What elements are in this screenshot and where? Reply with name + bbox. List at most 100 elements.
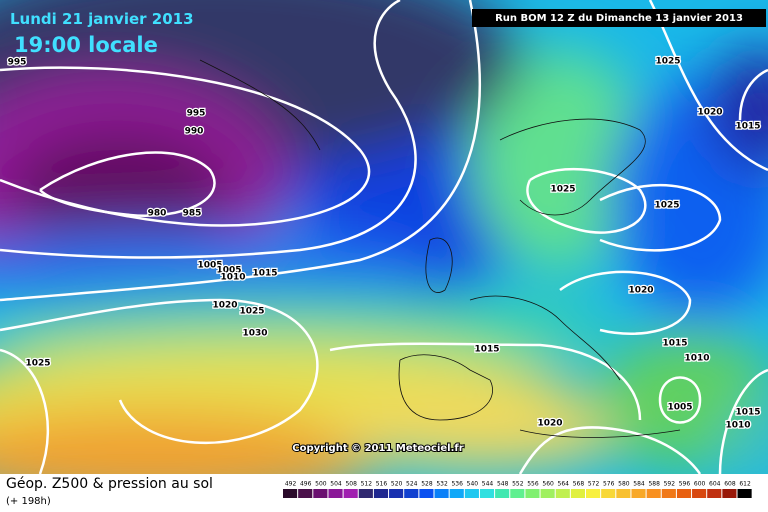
- scale-swatch: [404, 489, 419, 498]
- scale-label: 496: [300, 481, 312, 488]
- scale-swatch: [283, 489, 298, 498]
- scale-label: 564: [558, 481, 570, 488]
- scale-label: 548: [497, 481, 509, 488]
- scale-label: 492: [285, 481, 297, 488]
- scale-label: 576: [603, 481, 615, 488]
- scale-label: 580: [618, 481, 630, 488]
- scale-label: 604: [709, 481, 721, 488]
- isobar-label: 1005: [197, 261, 222, 271]
- isobar-label: 1015: [662, 339, 687, 349]
- scale-swatch: [540, 489, 555, 498]
- scale-label: 596: [679, 481, 691, 488]
- run-info: Run BOM 12 Z du Dimanche 13 janvier 2013: [495, 13, 743, 24]
- scale-label: 588: [648, 481, 660, 488]
- isobar-label: 1005: [667, 403, 692, 413]
- isobar-label: 1015: [252, 269, 277, 279]
- scale-swatch: [570, 489, 585, 498]
- scale-swatch: [586, 489, 601, 498]
- scale-label: 572: [588, 481, 600, 488]
- scale-swatch: [495, 489, 510, 498]
- scale-swatch: [449, 489, 464, 498]
- scale-swatch: [328, 489, 343, 498]
- isobar-label: 1010: [725, 421, 750, 431]
- scale-swatch: [298, 489, 313, 498]
- isobar-label: 1025: [550, 185, 575, 195]
- scale-label: 528: [421, 481, 433, 488]
- isobar-label: 1010: [220, 273, 245, 283]
- isobar-label: 985: [183, 209, 202, 219]
- isobar-label: 1005: [216, 266, 241, 276]
- scale-label: 500: [315, 481, 327, 488]
- coastlines: [199, 59, 681, 438]
- scale-label: 512: [361, 481, 373, 488]
- scale-label: 600: [694, 481, 706, 488]
- scale-label: 516: [376, 481, 388, 488]
- color-scale: 492 496 500 504 508 512 516 520 524 528 532 536 540 5…: [283, 481, 752, 498]
- scale-swatch: [707, 489, 722, 498]
- isobar-label: 1025: [654, 201, 679, 211]
- scale-label: 520: [391, 481, 403, 488]
- scale-label: 532: [436, 481, 448, 488]
- isobar-label: 1025: [655, 57, 680, 67]
- valid-time: 19:00 locale: [14, 33, 158, 57]
- scale-label: 568: [573, 481, 585, 488]
- scale-label: 584: [633, 481, 645, 488]
- isobar-label: 1015: [735, 122, 760, 132]
- isobar-label: 1020: [537, 419, 562, 429]
- scale-swatch: [313, 489, 328, 498]
- scale-label: 504: [330, 481, 342, 488]
- scale-swatch: [555, 489, 570, 498]
- scale-swatch: [389, 489, 404, 498]
- scale-label: 556: [527, 481, 539, 488]
- isobar-lines: [0, 0, 768, 474]
- isobar-label: 980: [148, 209, 167, 219]
- scale-swatch: [692, 489, 707, 498]
- scale-swatch: [616, 489, 631, 498]
- scale-swatch: [479, 489, 495, 498]
- run-box: [472, 9, 766, 27]
- scale-label: 552: [512, 481, 524, 488]
- scale-label: 544: [482, 481, 494, 488]
- isobar-label: 1020: [697, 108, 722, 118]
- scale-label: 536: [451, 481, 463, 488]
- scale-swatch: [464, 489, 479, 498]
- isobar-label: 995: [187, 109, 206, 119]
- scale-swatch: [676, 489, 692, 498]
- scale-swatch: [358, 489, 373, 498]
- isobar-label: 1020: [628, 286, 653, 296]
- scale-swatch: [373, 489, 389, 498]
- scale-swatch: [737, 489, 752, 498]
- scale-label: 508: [345, 481, 357, 488]
- footer-lead: (+ 198h): [6, 496, 51, 507]
- scale-swatch: [646, 489, 661, 498]
- scale-swatch: [722, 489, 737, 498]
- isobar-label: 1015: [474, 345, 499, 355]
- scale-label: 560: [542, 481, 554, 488]
- valid-date: Lundi 21 janvier 2013: [10, 10, 194, 28]
- scale-label: 612: [739, 481, 751, 488]
- isobar-label: 1020: [212, 301, 237, 311]
- isobar-label: 990: [185, 127, 204, 137]
- isobar-label: 1015: [735, 408, 760, 418]
- scale-label: 540: [467, 481, 479, 488]
- isobar-label: 995: [8, 58, 27, 68]
- scale-swatch: [661, 489, 676, 498]
- scale-swatch: [419, 489, 434, 498]
- scale-swatch: [510, 489, 525, 498]
- scale-swatch: [434, 489, 449, 498]
- scale-label: 592: [664, 481, 676, 488]
- scale-swatch: [525, 489, 540, 498]
- scale-swatch: [631, 489, 646, 498]
- isobar-label: 1025: [239, 307, 264, 317]
- scale-swatch: [601, 489, 616, 498]
- scale-label: 608: [724, 481, 736, 488]
- isobar-label: 1010: [684, 354, 709, 364]
- isobar-label: 1030: [242, 329, 267, 339]
- isobar-label: 1025: [25, 359, 50, 369]
- scale-swatch: [343, 489, 358, 498]
- copyright: Copyright © 2011 Meteociel.fr: [292, 443, 463, 454]
- scale-label: 524: [406, 481, 418, 488]
- footer-title: Géop. Z500 & pression au sol: [6, 476, 213, 492]
